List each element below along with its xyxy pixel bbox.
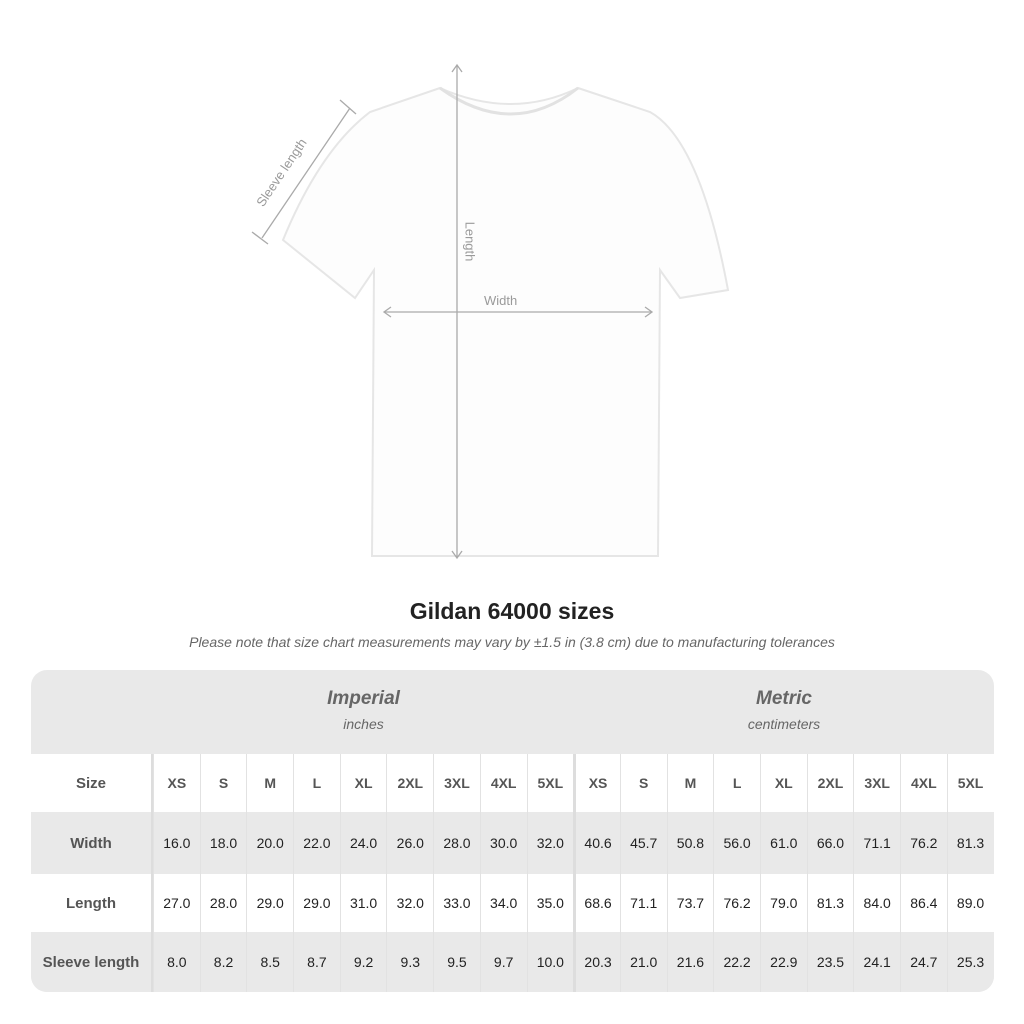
imperial-value-cell: 30.0 bbox=[479, 812, 527, 874]
imperial-value-cell: 31.0 bbox=[339, 874, 387, 932]
row-label: Width bbox=[31, 812, 153, 874]
imperial-value-cell: 24.0 bbox=[339, 812, 387, 874]
metric-size-header: M bbox=[666, 754, 714, 812]
imperial-value-cell: 9.5 bbox=[433, 932, 480, 992]
metric-value-cell: 22.9 bbox=[759, 932, 807, 992]
metric-value-cell: 68.6 bbox=[573, 874, 620, 932]
imperial-value-cell: 27.0 bbox=[153, 874, 200, 932]
metric-value-cell: 76.2 bbox=[713, 874, 760, 932]
imperial-value-cell: 29.0 bbox=[246, 874, 293, 932]
metric-value-cell: 20.3 bbox=[573, 932, 620, 992]
metric-size-header: S bbox=[619, 754, 667, 812]
table-row-width: Width 16.0 18.0 20.0 22.0 24.0 26.0 28.0 30.0 32.… bbox=[31, 812, 994, 874]
metric-value-cell: 84.0 bbox=[853, 874, 900, 932]
metric-value-cell: 73.7 bbox=[666, 874, 714, 932]
imperial-size-header: M bbox=[246, 754, 293, 812]
imperial-size-header: XL bbox=[339, 754, 387, 812]
imperial-size-header: 3XL bbox=[433, 754, 480, 812]
metric-value-cell: 79.0 bbox=[759, 874, 807, 932]
metric-size-header: 4XL bbox=[900, 754, 947, 812]
metric-value-cell: 40.6 bbox=[573, 812, 620, 874]
size-header-row: Size XS S M L XL 2XL 3XL 4XL 5XL XS S M L XL 2XL 3XL 4XL 5… bbox=[31, 754, 994, 812]
width-label: Width bbox=[484, 293, 518, 308]
length-label: Length bbox=[462, 221, 478, 262]
metric-value-cell: 22.2 bbox=[713, 932, 760, 992]
imperial-value-cell: 32.0 bbox=[386, 874, 433, 932]
imperial-size-header: XS bbox=[153, 754, 200, 812]
imperial-value-cell: 9.2 bbox=[339, 932, 387, 992]
metric-size-header: 5XL bbox=[946, 754, 994, 812]
metric-header: Metric centimeters bbox=[574, 670, 994, 754]
size-table: Imperial inches Metric centimeters Size X… bbox=[31, 670, 994, 992]
metric-value-cell: 86.4 bbox=[900, 874, 947, 932]
metric-value-cell: 81.3 bbox=[946, 812, 994, 874]
imperial-size-header: 4XL bbox=[479, 754, 527, 812]
imperial-value-cell: 18.0 bbox=[199, 812, 247, 874]
imperial-value-cell: 8.2 bbox=[199, 932, 247, 992]
metric-value-cell: 23.5 bbox=[806, 932, 854, 992]
imperial-value-cell: 34.0 bbox=[479, 874, 527, 932]
metric-value-cell: 76.2 bbox=[900, 812, 947, 874]
metric-size-header: XS bbox=[573, 754, 620, 812]
imperial-size-header: 2XL bbox=[386, 754, 433, 812]
metric-value-cell: 25.3 bbox=[946, 932, 994, 992]
metric-value-cell: 61.0 bbox=[759, 812, 807, 874]
metric-value-cell: 89.0 bbox=[946, 874, 994, 932]
imperial-value-cell: 22.0 bbox=[293, 812, 340, 874]
row-label: Size bbox=[31, 754, 153, 812]
imperial-value-cell: 9.7 bbox=[479, 932, 527, 992]
row-label: Length bbox=[31, 874, 153, 932]
metric-value-cell: 21.0 bbox=[619, 932, 667, 992]
imperial-size-header: S bbox=[199, 754, 247, 812]
metric-size-header: 2XL bbox=[806, 754, 854, 812]
table-row-length: Length 27.0 28.0 29.0 29.0 31.0 32.0 33.0 34.0 35… bbox=[31, 874, 994, 932]
imperial-value-cell: 29.0 bbox=[293, 874, 340, 932]
imperial-size-header: L bbox=[293, 754, 340, 812]
page-title: Gildan 64000 sizes bbox=[409, 598, 615, 624]
imperial-value-cell: 28.0 bbox=[433, 812, 480, 874]
imperial-value-cell: 26.0 bbox=[386, 812, 433, 874]
imperial-unit: inches bbox=[343, 716, 384, 732]
sleeve-arrow bbox=[261, 107, 351, 239]
metric-value-cell: 21.6 bbox=[666, 932, 714, 992]
metric-label: Metric bbox=[756, 688, 812, 709]
imperial-value-cell: 8.5 bbox=[246, 932, 293, 992]
tolerance-note: Please note that size chart measurements… bbox=[189, 634, 835, 650]
metric-size-header: 3XL bbox=[853, 754, 900, 812]
metric-value-cell: 66.0 bbox=[806, 812, 854, 874]
metric-value-cell: 50.8 bbox=[666, 812, 714, 874]
metric-size-header: L bbox=[713, 754, 760, 812]
metric-value-cell: 81.3 bbox=[806, 874, 854, 932]
table-row-sleeve-length: Sleeve length 8.0 8.2 8.5 8.7 9.2 9.3 9.5 9.7 10.… bbox=[31, 932, 994, 992]
metric-size-header: XL bbox=[759, 754, 807, 812]
metric-unit: centimeters bbox=[747, 716, 821, 732]
imperial-value-cell: 8.0 bbox=[153, 932, 200, 992]
metric-value-cell: 56.0 bbox=[713, 812, 760, 874]
imperial-value-cell: 28.0 bbox=[199, 874, 247, 932]
imperial-value-cell: 35.0 bbox=[526, 874, 574, 932]
metric-value-cell: 24.1 bbox=[853, 932, 900, 992]
imperial-value-cell: 9.3 bbox=[386, 932, 433, 992]
imperial-value-cell: 20.0 bbox=[246, 812, 293, 874]
imperial-label: Imperial bbox=[327, 688, 400, 709]
imperial-value-cell: 10.0 bbox=[526, 932, 574, 992]
tshirt-image bbox=[281, 86, 730, 557]
imperial-header: Imperial inches bbox=[153, 670, 574, 754]
imperial-value-cell: 33.0 bbox=[433, 874, 480, 932]
row-label: Sleeve length bbox=[31, 932, 153, 992]
metric-value-cell: 71.1 bbox=[853, 812, 900, 874]
metric-value-cell: 24.7 bbox=[900, 932, 947, 992]
imperial-value-cell: 8.7 bbox=[293, 932, 340, 992]
metric-value-cell: 45.7 bbox=[619, 812, 667, 874]
tshirt-diagram bbox=[251, 63, 730, 560]
imperial-size-header: 5XL bbox=[526, 754, 574, 812]
metric-value-cell: 71.1 bbox=[619, 874, 667, 932]
imperial-value-cell: 16.0 bbox=[153, 812, 200, 874]
measure-lines bbox=[251, 63, 654, 560]
imperial-value-cell: 32.0 bbox=[526, 812, 574, 874]
